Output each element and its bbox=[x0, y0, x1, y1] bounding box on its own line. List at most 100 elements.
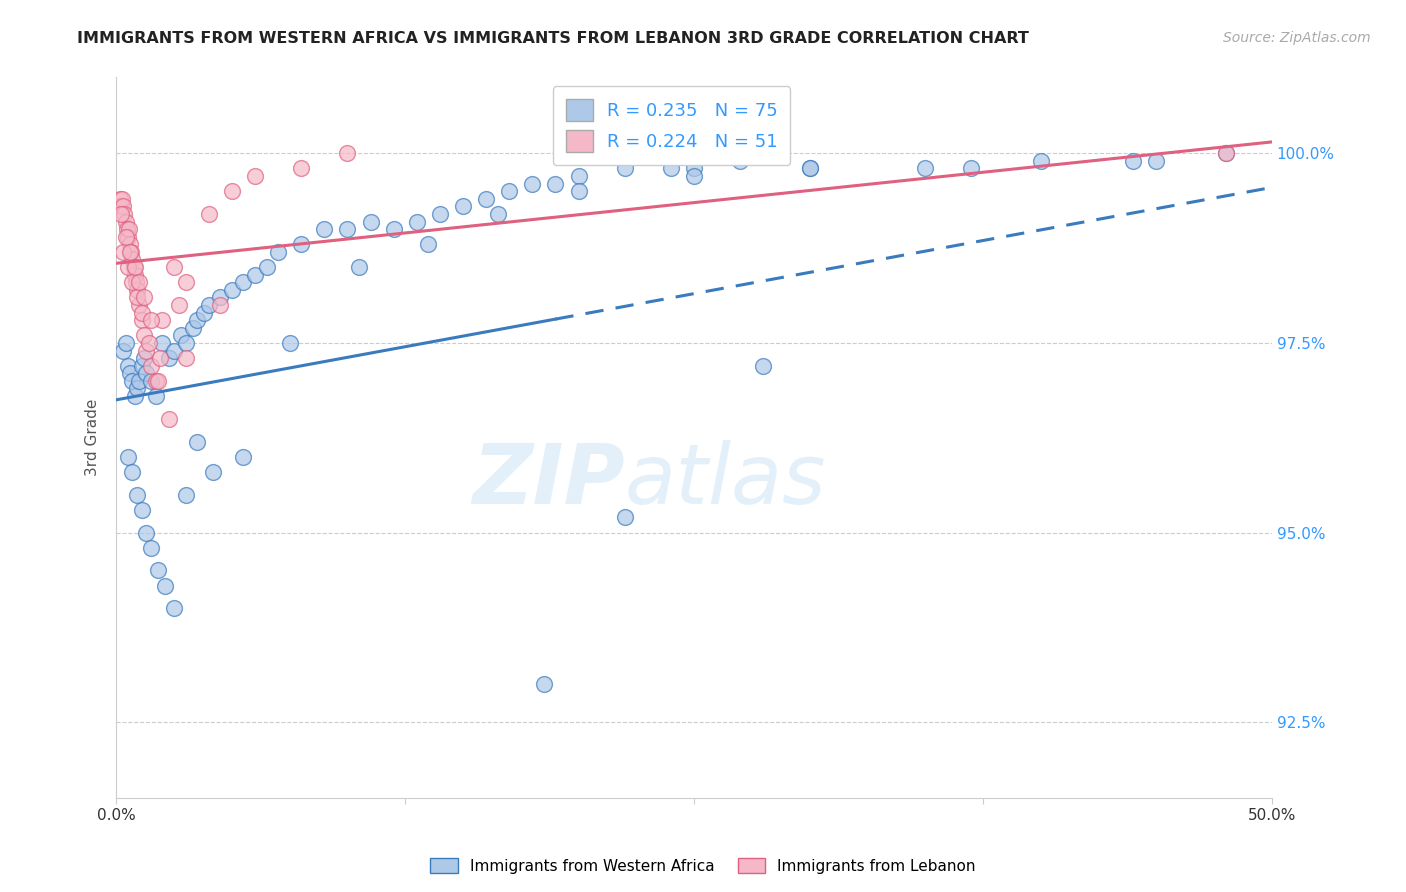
Point bbox=[314, 222, 336, 236]
Point bbox=[418, 237, 440, 252]
Point bbox=[112, 244, 135, 259]
Point bbox=[799, 161, 821, 176]
Point bbox=[382, 222, 405, 236]
Point bbox=[120, 244, 142, 259]
Point bbox=[128, 275, 150, 289]
Point bbox=[132, 328, 155, 343]
Point bbox=[124, 389, 146, 403]
Point bbox=[146, 564, 169, 578]
Text: IMMIGRANTS FROM WESTERN AFRICA VS IMMIGRANTS FROM LEBANON 3RD GRADE CORRELATION : IMMIGRANTS FROM WESTERN AFRICA VS IMMIGR… bbox=[77, 31, 1029, 46]
Point bbox=[128, 374, 150, 388]
Point bbox=[1215, 146, 1237, 161]
Point bbox=[181, 320, 204, 334]
Point bbox=[533, 677, 555, 691]
Point bbox=[125, 381, 148, 395]
Point bbox=[193, 305, 215, 319]
Point bbox=[121, 252, 143, 267]
Text: Source: ZipAtlas.com: Source: ZipAtlas.com bbox=[1223, 31, 1371, 45]
Legend: Immigrants from Western Africa, Immigrants from Lebanon: Immigrants from Western Africa, Immigran… bbox=[425, 852, 981, 880]
Point bbox=[163, 260, 186, 274]
Point bbox=[167, 298, 190, 312]
Point bbox=[544, 177, 567, 191]
Point bbox=[202, 465, 225, 479]
Point bbox=[163, 343, 186, 358]
Point bbox=[121, 374, 143, 388]
Point bbox=[197, 298, 219, 312]
Point bbox=[336, 222, 359, 236]
Point bbox=[125, 488, 148, 502]
Point bbox=[1029, 153, 1052, 168]
Point bbox=[405, 214, 427, 228]
Point bbox=[131, 313, 153, 327]
Point bbox=[131, 359, 153, 373]
Point bbox=[267, 244, 290, 259]
Point bbox=[120, 366, 142, 380]
Point bbox=[567, 184, 589, 198]
Point bbox=[112, 343, 135, 358]
Point bbox=[139, 313, 162, 327]
Point bbox=[799, 161, 821, 176]
Point bbox=[115, 222, 138, 236]
Point bbox=[145, 374, 167, 388]
Point bbox=[1122, 153, 1144, 168]
Point bbox=[360, 214, 382, 228]
Point bbox=[914, 161, 936, 176]
Point bbox=[174, 351, 197, 365]
Point bbox=[232, 450, 254, 464]
Point bbox=[121, 465, 143, 479]
Point bbox=[110, 199, 132, 213]
Point bbox=[121, 275, 143, 289]
Point bbox=[139, 541, 162, 555]
Point bbox=[135, 525, 157, 540]
Point bbox=[243, 268, 266, 282]
Point bbox=[174, 335, 197, 350]
Point bbox=[118, 222, 141, 236]
Point bbox=[290, 237, 312, 252]
Point bbox=[290, 161, 312, 176]
Point bbox=[112, 199, 135, 213]
Point bbox=[1144, 153, 1167, 168]
Point bbox=[347, 260, 370, 274]
Point bbox=[429, 207, 451, 221]
Point bbox=[131, 305, 153, 319]
Point bbox=[107, 199, 129, 213]
Point bbox=[152, 313, 174, 327]
Point bbox=[152, 335, 174, 350]
Point bbox=[125, 290, 148, 304]
Point bbox=[232, 275, 254, 289]
Point bbox=[117, 260, 139, 274]
Point bbox=[149, 351, 172, 365]
Point bbox=[451, 199, 474, 213]
Point bbox=[186, 313, 208, 327]
Point bbox=[124, 268, 146, 282]
Point bbox=[659, 161, 682, 176]
Point bbox=[112, 207, 135, 221]
Text: ZIP: ZIP bbox=[472, 441, 624, 522]
Point bbox=[486, 207, 509, 221]
Point bbox=[256, 260, 278, 274]
Point bbox=[128, 298, 150, 312]
Point bbox=[159, 411, 181, 425]
Point bbox=[498, 184, 520, 198]
Point bbox=[114, 335, 136, 350]
Point bbox=[159, 351, 181, 365]
Point bbox=[131, 503, 153, 517]
Point bbox=[135, 343, 157, 358]
Point bbox=[278, 335, 301, 350]
Point bbox=[125, 275, 148, 289]
Legend: R = 0.235   N = 75, R = 0.224   N = 51: R = 0.235 N = 75, R = 0.224 N = 51 bbox=[553, 87, 790, 165]
Point bbox=[174, 275, 197, 289]
Point bbox=[117, 450, 139, 464]
Point bbox=[186, 434, 208, 449]
Point bbox=[221, 184, 243, 198]
Point bbox=[125, 283, 148, 297]
Point bbox=[174, 488, 197, 502]
Point bbox=[1215, 146, 1237, 161]
Point bbox=[132, 290, 155, 304]
Point bbox=[114, 214, 136, 228]
Point bbox=[613, 510, 636, 524]
Point bbox=[221, 283, 243, 297]
Point bbox=[730, 153, 752, 168]
Point bbox=[117, 229, 139, 244]
Point bbox=[475, 192, 498, 206]
